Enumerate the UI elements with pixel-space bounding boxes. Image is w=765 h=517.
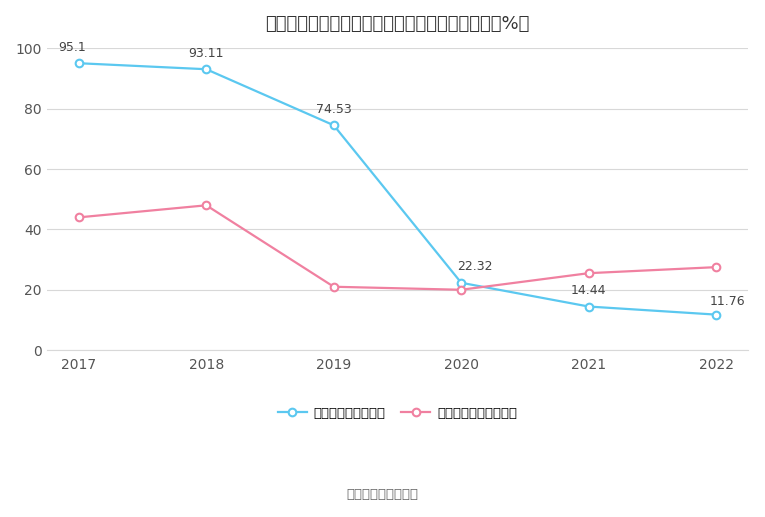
Line: 前五大客户合计占比: 前五大客户合计占比 [75,59,720,318]
前五大供应商合计占比 [711,264,721,270]
前五大供应商合计占比 [584,270,594,276]
前五大客户合计占比 [584,303,594,310]
Text: 95.1: 95.1 [58,40,86,53]
前五大客户合计占比 [74,60,83,66]
Text: 数据来源：恒生聚源: 数据来源：恒生聚源 [347,489,418,501]
Text: 74.53: 74.53 [316,102,352,116]
Text: 11.76: 11.76 [709,295,745,308]
前五大供应商合计占比 [329,284,338,290]
前五大供应商合计占比 [457,286,466,293]
Text: 14.44: 14.44 [571,284,607,297]
Text: 22.32: 22.32 [457,260,493,273]
前五大客户合计占比 [457,280,466,286]
Line: 前五大供应商合计占比: 前五大供应商合计占比 [75,202,720,294]
前五大客户合计占比 [711,312,721,318]
前五大客户合计占比 [329,122,338,128]
前五大供应商合计占比 [74,214,83,220]
Legend: 前五大客户合计占比, 前五大供应商合计占比: 前五大客户合计占比, 前五大供应商合计占比 [272,402,522,425]
前五大供应商合计占比 [202,202,211,208]
Text: 93.11: 93.11 [188,47,224,59]
Title: 电魂网络前五大客户、前五大供应商集中度情况（%）: 电魂网络前五大客户、前五大供应商集中度情况（%） [265,15,529,33]
前五大客户合计占比 [202,66,211,72]
